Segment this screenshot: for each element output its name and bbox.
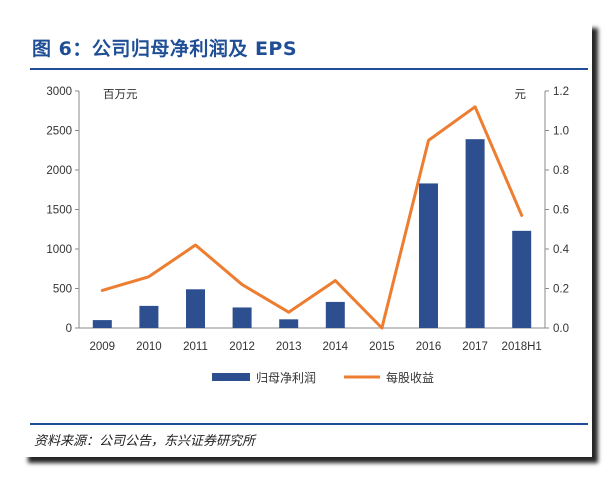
right-tick-label: 0.2 xyxy=(553,284,569,296)
bar xyxy=(465,139,485,328)
x-tick-label: 2009 xyxy=(90,341,116,353)
right-tick-label: 1.2 xyxy=(553,86,569,98)
figure-title: 图 6：公司归母净利润及 EPS xyxy=(32,38,298,60)
bar xyxy=(325,301,345,328)
footer-divider xyxy=(30,423,588,425)
bar xyxy=(512,230,532,328)
left-tick-label: 2000 xyxy=(46,165,72,177)
right-tick-label: 0.8 xyxy=(553,165,569,177)
legend-label-line: 每股收益 xyxy=(386,370,434,385)
figure-card: 图 6：公司归母净利润及 EPS 0 500 1000 1500 2000 2500 300… xyxy=(22,22,592,457)
bar xyxy=(232,307,252,328)
bar xyxy=(419,183,438,328)
x-tick-label: 2011 xyxy=(183,341,208,353)
x-tick-label: 2015 xyxy=(369,341,395,353)
left-tick-label: 0 xyxy=(66,323,72,335)
legend-swatch-bar xyxy=(212,373,250,381)
title-divider xyxy=(30,68,588,70)
right-tick-label: 0.6 xyxy=(553,205,569,217)
left-tick-label: 1500 xyxy=(46,205,72,217)
x-tick-label: 2013 xyxy=(276,341,302,353)
right-axis-unit: 元 xyxy=(515,87,527,101)
left-axis-unit: 百万元 xyxy=(103,87,138,101)
right-tick-label: 0.0 xyxy=(553,323,569,335)
axis-labels: 0 500 1000 1500 2000 2500 3000 0.0 0.2 0.4 0.6 0.8 1… xyxy=(46,86,569,353)
left-tick-label: 2500 xyxy=(46,126,72,138)
x-tick-label: 2014 xyxy=(323,341,349,353)
eps-line xyxy=(100,105,524,330)
right-tick-label: 1.0 xyxy=(553,126,569,138)
x-tick-label: 2012 xyxy=(229,341,255,353)
profit-eps-chart: 0 500 1000 1500 2000 2500 3000 0.0 0.2 0.4 0.6 0.8 1… xyxy=(46,86,569,385)
source-note: 资料来源：公司公告，东兴证券研究所 xyxy=(34,434,256,449)
x-tick-label: 2018H1 xyxy=(502,341,542,353)
bar xyxy=(186,289,205,328)
bar xyxy=(279,319,299,328)
right-tick-label: 0.4 xyxy=(553,244,570,256)
line-series xyxy=(100,105,524,330)
left-tick-label: 1000 xyxy=(46,244,72,256)
bar-series xyxy=(92,139,532,328)
left-tick-label: 3000 xyxy=(46,86,72,98)
left-tick-label: 500 xyxy=(53,284,72,296)
chart-legend: 归母净利润 每股收益 xyxy=(212,370,434,385)
x-tick-label: 2017 xyxy=(462,341,488,353)
bar xyxy=(92,320,112,328)
legend-label-bar: 归母净利润 xyxy=(256,371,316,385)
x-tick-label: 2010 xyxy=(136,341,162,353)
bar xyxy=(139,305,159,328)
x-tick-label: 2016 xyxy=(416,341,442,353)
